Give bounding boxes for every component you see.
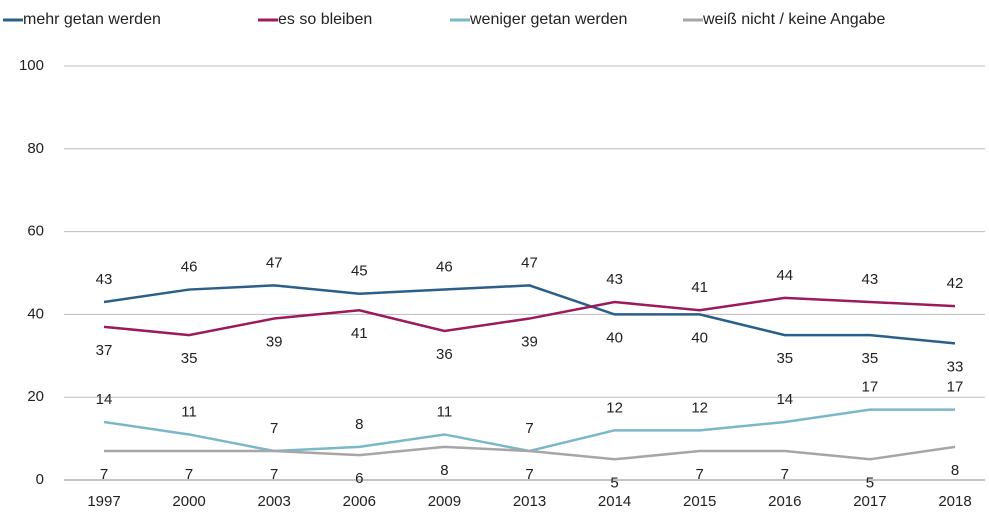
data-label: 14: [776, 391, 793, 408]
y-tick-label: 20: [27, 388, 44, 405]
data-label: 7: [525, 466, 533, 483]
data-label: 33: [947, 358, 964, 375]
data-label: 47: [266, 254, 283, 271]
legend-label: es so bleiben: [278, 11, 372, 28]
x-tick-label: 2014: [598, 493, 631, 510]
data-label: 7: [696, 466, 704, 483]
data-label: 14: [96, 391, 113, 408]
data-label: 41: [351, 325, 368, 342]
data-label: 12: [606, 399, 623, 416]
data-label: 39: [266, 334, 283, 351]
y-tick-label: 40: [27, 305, 44, 322]
data-label: 7: [270, 466, 278, 483]
data-label: 5: [610, 474, 618, 491]
data-label: 17: [862, 379, 879, 396]
data-label: 43: [862, 271, 879, 288]
x-tick-label: 2009: [428, 493, 461, 510]
data-label: 36: [436, 346, 453, 363]
data-label: 17: [947, 379, 964, 396]
legend-label: mehr getan werden: [23, 11, 161, 28]
data-label: 35: [862, 350, 879, 367]
data-label: 5: [866, 474, 874, 491]
data-label: 7: [100, 466, 108, 483]
x-tick-label: 2015: [683, 493, 716, 510]
data-label: 7: [525, 420, 533, 437]
legend-label: weiß nicht / keine Angabe: [702, 11, 885, 28]
x-tick-label: 2006: [343, 493, 376, 510]
x-tick-label: 2016: [768, 493, 801, 510]
data-label: 8: [355, 416, 363, 433]
x-tick-label: 2000: [172, 493, 205, 510]
data-label: 41: [691, 279, 708, 296]
data-label: 42: [947, 275, 964, 292]
data-label: 7: [185, 466, 193, 483]
y-tick-label: 0: [36, 471, 44, 488]
data-label: 11: [181, 403, 197, 420]
x-tick-label: 1997: [87, 493, 120, 510]
data-label: 12: [691, 399, 708, 416]
data-label: 39: [521, 334, 538, 351]
data-label: 35: [776, 350, 793, 367]
series-line: [103, 296, 956, 337]
data-label: 11: [437, 403, 453, 420]
series-line: [104, 445, 956, 461]
y-tick-label: 100: [19, 57, 44, 74]
data-label: 43: [96, 271, 113, 288]
x-tick-label: 2018: [938, 493, 971, 510]
x-tick-label: 2017: [853, 493, 886, 510]
x-tick-label: 2013: [513, 493, 546, 510]
data-label: 8: [951, 462, 959, 479]
data-label: 47: [521, 254, 538, 271]
x-tick-label: 2003: [258, 493, 291, 510]
data-label: 40: [606, 329, 623, 346]
data-label: 7: [270, 420, 278, 437]
data-label: 45: [351, 263, 368, 280]
series-line: [103, 284, 956, 345]
legend-label: weniger getan werden: [469, 11, 627, 28]
data-label: 37: [96, 342, 113, 359]
data-label: 46: [436, 259, 453, 276]
data-label: 6: [355, 470, 363, 487]
data-label: 43: [606, 271, 623, 288]
data-label: 8: [440, 462, 448, 479]
data-label: 44: [776, 267, 793, 284]
data-label: 40: [691, 329, 708, 346]
y-tick-label: 80: [27, 140, 44, 157]
data-label: 7: [781, 466, 789, 483]
data-label: 46: [181, 259, 198, 276]
data-label: 35: [181, 350, 198, 367]
y-tick-label: 60: [27, 223, 44, 240]
